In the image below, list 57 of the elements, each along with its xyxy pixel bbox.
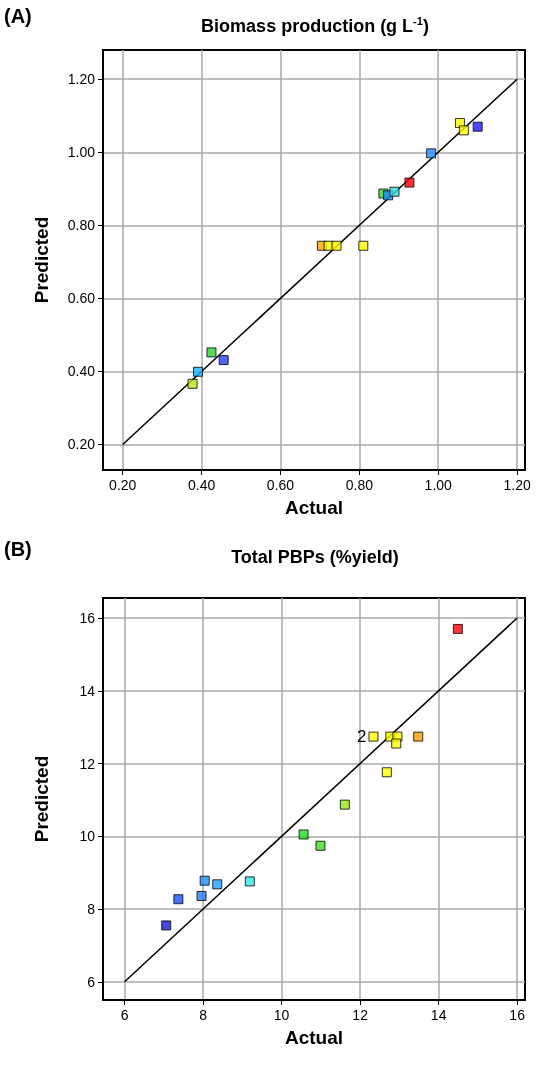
x-tick-label: 0.60 <box>266 477 295 493</box>
point <box>358 240 369 251</box>
point <box>161 920 172 931</box>
point <box>413 731 424 742</box>
y-tick-label: 16 <box>79 610 96 627</box>
y-axis-title: Predicted <box>31 755 52 843</box>
point <box>426 148 437 159</box>
x-tick-label: 0.40 <box>187 477 216 493</box>
point <box>244 876 255 887</box>
x-tick-label: 6 <box>120 1007 129 1023</box>
x-tick-label: 8 <box>199 1007 208 1023</box>
x-tick-label: 10 <box>273 1007 290 1023</box>
x-tick-label: 16 <box>509 1007 526 1023</box>
text: (B) <box>4 538 32 560</box>
point <box>206 347 217 358</box>
y-tick-label: 1.00 <box>67 144 96 161</box>
y-tick-label: 0.60 <box>67 290 96 307</box>
point <box>381 767 392 778</box>
point <box>458 125 469 136</box>
point <box>193 366 204 377</box>
point <box>331 240 342 251</box>
x-tick-label: 0.20 <box>109 477 137 493</box>
x-tick-label: 1.20 <box>503 477 531 493</box>
x-axis-title: Actual <box>284 497 344 518</box>
x-tick-label: 12 <box>352 1007 369 1023</box>
y-tick-label: 12 <box>79 755 96 772</box>
point <box>315 840 326 851</box>
point <box>472 121 483 132</box>
x-tick-label: 0.80 <box>345 477 374 493</box>
text: (A) <box>4 5 32 27</box>
point <box>452 623 463 634</box>
y-tick-label: 0.20 <box>67 436 96 453</box>
y-tick-label: 0.80 <box>67 217 96 234</box>
y-tick-label: 8 <box>87 901 96 918</box>
point <box>389 186 400 197</box>
point <box>404 177 415 188</box>
x-tick-label: 14 <box>430 1007 447 1023</box>
annotation: 2 <box>357 727 367 747</box>
point <box>196 890 207 901</box>
y-axis-title: Predicted <box>31 216 52 304</box>
x-tick-label: 1.00 <box>424 477 453 493</box>
point <box>187 378 198 389</box>
point <box>173 894 184 905</box>
point <box>199 875 210 886</box>
y-tick-label: 6 <box>87 973 96 990</box>
point <box>298 829 309 840</box>
y-tick-label: 14 <box>79 682 96 699</box>
point <box>368 731 379 742</box>
y-tick-label: 0.40 <box>67 363 96 380</box>
y-tick-label: 1.20 <box>67 71 96 88</box>
point <box>212 879 223 890</box>
x-axis-title: Actual <box>284 1027 344 1048</box>
chart-title: Total PBPs (%yield) <box>231 547 399 567</box>
point <box>391 738 402 749</box>
point <box>339 799 350 810</box>
y-tick-label: 10 <box>79 828 96 845</box>
point <box>218 355 229 366</box>
